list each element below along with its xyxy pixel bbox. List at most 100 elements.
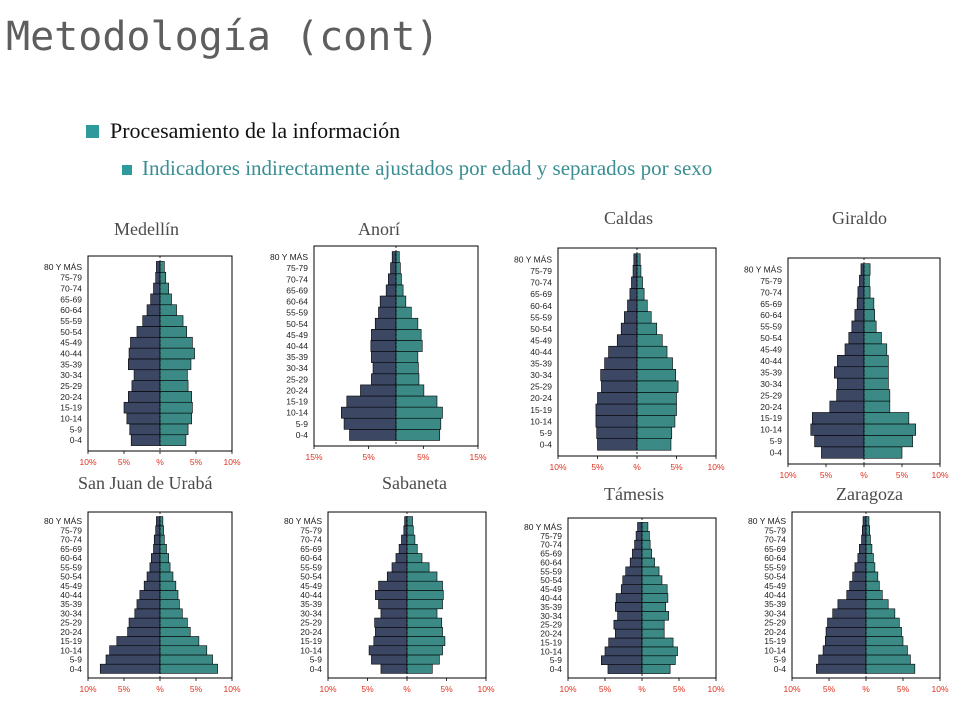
age-label: 35-39 — [60, 359, 82, 369]
bar-male-35-39 — [615, 602, 643, 612]
age-label: 65-69 — [286, 285, 308, 295]
bar-female-40-44 — [636, 345, 668, 359]
age-label: 10-14 — [764, 645, 786, 655]
age-label: 5-9 — [70, 424, 83, 434]
bar-male-10-14 — [822, 645, 867, 656]
bar-female-70-74 — [159, 534, 165, 545]
age-label: 55-59 — [540, 566, 562, 576]
age-label: 50-54 — [60, 572, 82, 582]
x-tick-label: 10% — [931, 470, 948, 480]
bar-male-40-44 — [139, 590, 161, 600]
x-tick-label: 10% — [549, 462, 566, 472]
bar-female-75-79 — [406, 525, 414, 536]
bar-male-80 Y MÁS — [637, 522, 643, 532]
bar-male-15-19 — [116, 636, 161, 647]
age-label: 25-29 — [540, 620, 562, 630]
bar-male-35-39 — [378, 599, 408, 610]
x-tick-label: % — [638, 684, 646, 694]
bar-male-5-9 — [596, 426, 638, 439]
bar-female-5-9 — [863, 435, 913, 448]
bar-male-0-4 — [597, 438, 638, 451]
age-label: 20-24 — [286, 385, 308, 395]
age-label: 10-14 — [60, 414, 82, 424]
age-label: 10-14 — [286, 408, 308, 418]
chart-title-medellin: Medellín — [114, 219, 179, 239]
bar-male-45-49 — [616, 334, 638, 347]
bar-female-0-4 — [865, 663, 916, 674]
age-label: 60-64 — [764, 553, 786, 563]
bar-male-65-69 — [398, 543, 408, 554]
bar-female-50-54 — [636, 322, 658, 335]
bar-male-75-79 — [862, 525, 867, 536]
bar-female-0-4 — [406, 663, 433, 674]
bar-female-80 Y MÁS — [636, 253, 641, 266]
bar-female-50-54 — [863, 332, 882, 345]
bar-male-70-74 — [401, 534, 408, 545]
bar-male-30-34 — [832, 608, 867, 619]
bar-male-35-39 — [834, 366, 865, 379]
bar-male-70-74 — [153, 282, 161, 295]
x-tick-label: 10% — [707, 462, 724, 472]
age-label: 60-64 — [300, 553, 322, 563]
bar-male-15-19 — [608, 637, 643, 648]
age-label: 65-69 — [60, 544, 82, 554]
age-label: 80 Y MÁS — [524, 522, 562, 532]
bar-male-65-69 — [856, 297, 865, 310]
bar-male-50-54 — [622, 575, 643, 585]
pyramid-chart-medellin: 0-45-910-1415-1920-2425-2930-3435-3940-4… — [44, 255, 241, 467]
bar-female-20-24 — [636, 392, 677, 405]
age-label: 30-34 — [60, 370, 82, 380]
bar-male-75-79 — [403, 525, 408, 536]
bar-male-35-39 — [371, 351, 397, 363]
bar-female-70-74 — [636, 276, 643, 289]
age-label: 0-4 — [540, 439, 553, 449]
age-label: 30-34 — [60, 608, 82, 618]
age-label: 5-9 — [296, 419, 309, 429]
bar-female-5-9 — [406, 654, 440, 665]
bar-female-25-29 — [395, 373, 420, 386]
age-label: 65-69 — [764, 544, 786, 554]
age-label: 65-69 — [530, 289, 552, 299]
age-label: 40-44 — [530, 347, 552, 357]
bar-male-65-69 — [153, 543, 161, 554]
bar-female-25-29 — [406, 617, 443, 628]
age-label: 35-39 — [760, 367, 782, 377]
bar-male-5-9 — [371, 654, 408, 665]
bar-female-35-39 — [406, 599, 443, 610]
bar-male-30-34 — [372, 362, 397, 375]
bar-male-80 Y MÁS — [860, 263, 865, 276]
age-label: 30-34 — [530, 370, 552, 380]
bar-female-20-24 — [159, 391, 192, 403]
age-label: 5-9 — [770, 436, 783, 446]
bar-female-70-74 — [865, 534, 871, 545]
bar-female-20-24 — [406, 626, 443, 637]
bar-female-80 Y MÁS — [406, 516, 413, 527]
bar-male-35-39 — [604, 357, 638, 370]
age-label: 0-4 — [296, 430, 309, 440]
bar-female-10-14 — [159, 412, 192, 425]
x-tick-label: 5% — [118, 457, 131, 467]
bar-female-65-69 — [636, 288, 645, 301]
bar-male-50-54 — [386, 571, 408, 582]
bar-male-0-4 — [349, 429, 397, 441]
x-tick-label: 5% — [118, 684, 131, 694]
age-label: 45-49 — [300, 581, 322, 591]
bar-female-50-54 — [406, 571, 438, 582]
bar-female-25-29 — [641, 619, 665, 630]
age-label: 15-19 — [300, 636, 322, 646]
x-tick-label: 5% — [823, 684, 836, 694]
age-label: 20-24 — [764, 627, 786, 637]
age-label: 50-54 — [60, 327, 82, 337]
x-tick-label: 5% — [897, 684, 910, 694]
bar-male-75-79 — [155, 525, 161, 536]
bar-male-35-39 — [128, 358, 161, 371]
bar-male-55-59 — [624, 311, 638, 324]
age-label: 40-44 — [300, 590, 322, 600]
bar-female-70-74 — [395, 273, 402, 286]
bar-male-45-49 — [143, 580, 161, 591]
bar-female-45-49 — [159, 336, 193, 349]
age-label: 50-54 — [530, 324, 552, 334]
bar-female-25-29 — [865, 617, 900, 628]
age-label: 5-9 — [310, 655, 323, 665]
x-tick-label: 5% — [417, 452, 430, 462]
